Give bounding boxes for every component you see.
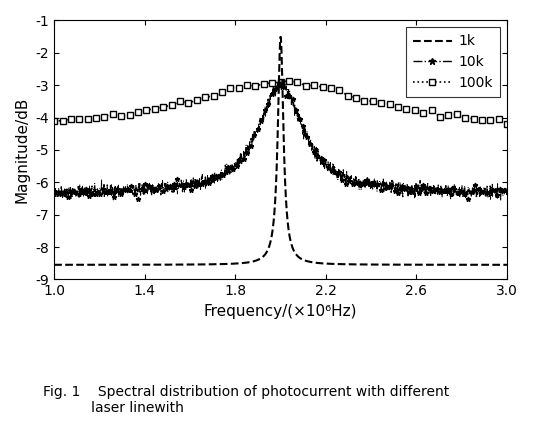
100k <box>219 89 225 95</box>
X-axis label: Frequency/(×10⁶Hz): Frequency/(×10⁶Hz) <box>204 304 357 319</box>
Y-axis label: Magnitude/dB: Magnitude/dB <box>15 97 30 203</box>
1k <box>491 262 497 268</box>
100k <box>504 122 510 127</box>
Legend: 1k, 10k, 100k: 1k, 10k, 100k <box>406 27 500 97</box>
1k <box>271 210 278 215</box>
100k <box>496 116 502 122</box>
Text: Fig. 1    Spectral distribution of photocurrent with different
           laser : Fig. 1 Spectral distribution of photocur… <box>43 385 449 416</box>
Line: 1k: 1k <box>54 37 507 265</box>
100k <box>51 119 58 124</box>
100k <box>160 104 166 109</box>
1k <box>504 262 510 268</box>
1k <box>51 262 58 268</box>
1k <box>259 255 265 260</box>
100k <box>462 115 469 120</box>
100k <box>286 78 292 83</box>
100k <box>101 114 108 119</box>
1k <box>408 262 414 267</box>
Line: 100k: 100k <box>51 77 511 128</box>
1k <box>277 34 284 39</box>
1k <box>74 262 80 268</box>
1k <box>491 262 497 268</box>
100k <box>135 109 141 114</box>
